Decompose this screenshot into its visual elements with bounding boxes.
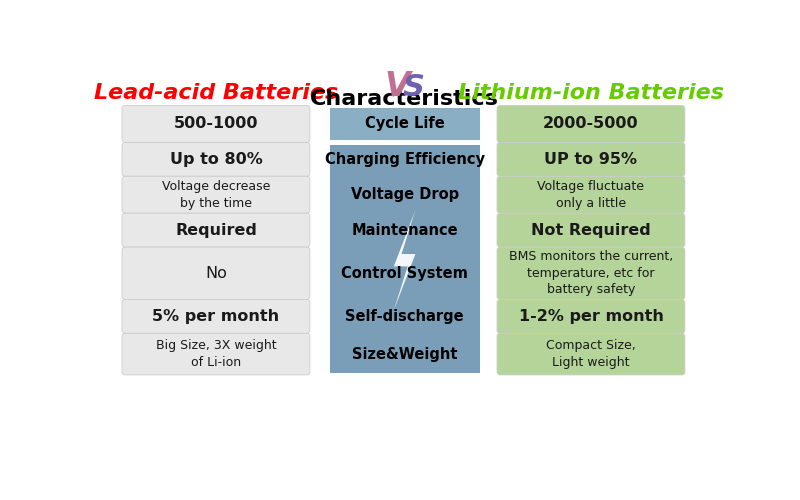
FancyBboxPatch shape bbox=[122, 247, 310, 300]
FancyBboxPatch shape bbox=[497, 176, 685, 213]
Text: Not Required: Not Required bbox=[531, 222, 651, 238]
Text: Voltage fluctuate
only a little: Voltage fluctuate only a little bbox=[538, 180, 645, 210]
Text: Characteristics: Characteristics bbox=[310, 90, 499, 110]
FancyBboxPatch shape bbox=[497, 106, 685, 142]
FancyBboxPatch shape bbox=[122, 334, 310, 375]
FancyBboxPatch shape bbox=[497, 213, 685, 247]
Text: Charging Efficiency: Charging Efficiency bbox=[325, 152, 485, 167]
FancyBboxPatch shape bbox=[122, 106, 310, 142]
Text: Big Size, 3X weight
of Li-ion: Big Size, 3X weight of Li-ion bbox=[156, 340, 276, 369]
FancyBboxPatch shape bbox=[122, 142, 310, 176]
Bar bbox=[330, 108, 480, 140]
Bar bbox=[330, 144, 480, 372]
FancyBboxPatch shape bbox=[497, 334, 685, 375]
FancyBboxPatch shape bbox=[122, 213, 310, 247]
FancyBboxPatch shape bbox=[497, 300, 685, 334]
Text: S: S bbox=[403, 73, 425, 102]
FancyBboxPatch shape bbox=[497, 247, 685, 300]
FancyBboxPatch shape bbox=[497, 142, 685, 176]
Text: UP to 95%: UP to 95% bbox=[545, 152, 638, 167]
Text: Compact Size,
Light weight: Compact Size, Light weight bbox=[546, 340, 636, 369]
Text: 1-2% per month: 1-2% per month bbox=[518, 309, 663, 324]
FancyBboxPatch shape bbox=[122, 176, 310, 213]
Text: No: No bbox=[205, 266, 227, 281]
Text: Size&Weight: Size&Weight bbox=[352, 346, 458, 362]
Text: Self-discharge: Self-discharge bbox=[346, 309, 464, 324]
Text: Voltage decrease
by the time: Voltage decrease by the time bbox=[162, 180, 270, 210]
Text: Lithium-ion Batteries: Lithium-ion Batteries bbox=[458, 83, 724, 103]
Text: 5% per month: 5% per month bbox=[152, 309, 279, 324]
Polygon shape bbox=[394, 210, 415, 310]
Text: 2000-5000: 2000-5000 bbox=[543, 116, 638, 132]
Text: 500-1000: 500-1000 bbox=[174, 116, 258, 132]
Text: Up to 80%: Up to 80% bbox=[170, 152, 262, 167]
Text: Lead-acid Batteries: Lead-acid Batteries bbox=[94, 83, 338, 103]
FancyBboxPatch shape bbox=[122, 300, 310, 334]
Text: V: V bbox=[384, 70, 410, 103]
Text: Cycle Life: Cycle Life bbox=[365, 116, 445, 132]
Text: Maintenance: Maintenance bbox=[351, 222, 458, 238]
Text: Voltage Drop: Voltage Drop bbox=[350, 187, 458, 202]
Text: Control System: Control System bbox=[341, 266, 468, 281]
Text: Required: Required bbox=[175, 222, 257, 238]
Text: BMS monitors the current,
temperature, etc for
battery safety: BMS monitors the current, temperature, e… bbox=[509, 250, 673, 296]
